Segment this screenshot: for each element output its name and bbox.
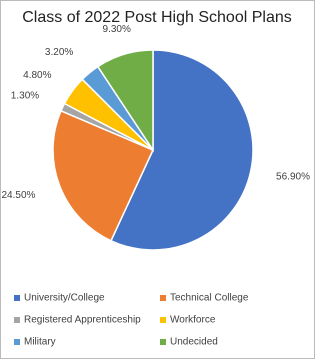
legend-label: Undecided xyxy=(170,337,218,348)
legend-swatch xyxy=(14,317,20,323)
legend-label: Technical College xyxy=(170,293,249,304)
legend-label: Workforce xyxy=(170,315,216,326)
pie-slice xyxy=(52,109,155,242)
legend-swatch xyxy=(14,339,20,345)
data-label: 9.30% xyxy=(103,24,131,35)
legend-label: Registered Apprenticeship xyxy=(24,315,141,326)
legend-label: Military xyxy=(24,337,56,348)
legend-swatch xyxy=(160,317,166,323)
chart-title: Class of 2022 Post High School Plans xyxy=(22,9,291,26)
pie-slice xyxy=(96,49,154,153)
legend-swatch xyxy=(160,295,166,301)
data-label: 56.90% xyxy=(276,172,310,183)
legend-swatch xyxy=(160,339,166,345)
pie-slice xyxy=(109,49,254,251)
data-label: 4.80% xyxy=(23,70,51,81)
data-label: 24.50% xyxy=(1,190,35,201)
data-label: 1.30% xyxy=(11,91,39,102)
legend-swatch xyxy=(14,295,20,301)
legend-label: University/College xyxy=(24,293,105,304)
data-label: 3.20% xyxy=(45,47,73,58)
